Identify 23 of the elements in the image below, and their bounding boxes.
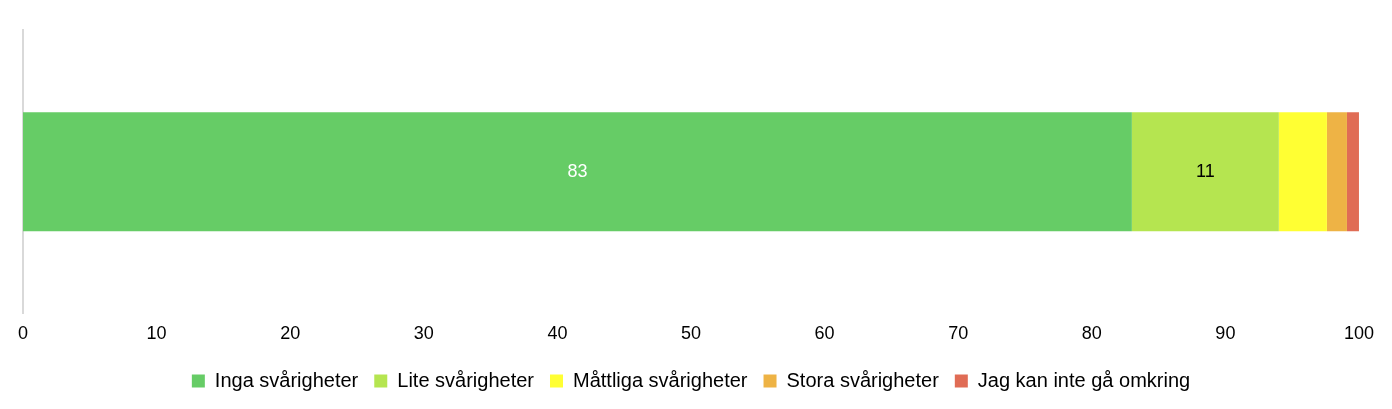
legend-label: Inga svårigheter — [214, 368, 359, 391]
x-tick-label: 50 — [680, 323, 702, 344]
legend-label: Måttliga svårigheter — [573, 368, 748, 391]
x-tick-label: 40 — [547, 323, 568, 344]
x-tick-label: 80 — [1081, 323, 1102, 344]
legend-label: Stora svårigheter — [786, 368, 940, 391]
data-label: 11 — [1196, 160, 1215, 181]
bar — [1346, 112, 1359, 232]
x-tick-label: 30 — [413, 323, 434, 344]
bar — [1326, 112, 1347, 232]
x-tick-label: 10 — [146, 323, 167, 344]
data-label: 83 — [567, 160, 588, 181]
legend-label: Jag kan inte gå omkring — [977, 368, 1191, 391]
x-tick-label: 60 — [814, 323, 835, 344]
bar — [1131, 112, 1279, 232]
x-tick-label: 90 — [1215, 323, 1236, 344]
x-tick-label: 20 — [280, 323, 301, 344]
legend-label: Lite svårigheter — [397, 368, 535, 391]
bar — [23, 112, 1132, 232]
x-tick-label: 70 — [948, 323, 969, 344]
x-tick-label: 0 — [18, 323, 29, 344]
x-tick-label: 100 — [1343, 323, 1375, 344]
bar — [1278, 112, 1327, 232]
